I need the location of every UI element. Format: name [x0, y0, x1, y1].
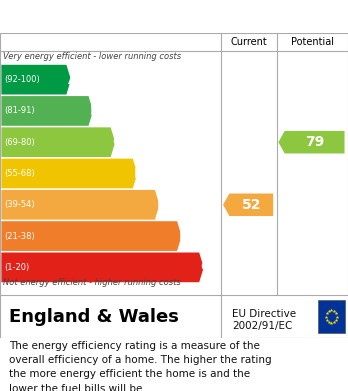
Polygon shape: [1, 159, 137, 188]
Text: The energy efficiency rating is a measure of the
overall efficiency of a home. T: The energy efficiency rating is a measur…: [9, 341, 271, 391]
Polygon shape: [1, 65, 71, 95]
Text: C: C: [112, 135, 122, 149]
Polygon shape: [1, 96, 93, 126]
Polygon shape: [1, 127, 115, 157]
Text: (69-80): (69-80): [4, 138, 35, 147]
Text: (39-54): (39-54): [4, 200, 35, 209]
Text: (55-68): (55-68): [4, 169, 35, 178]
Text: (81-91): (81-91): [4, 106, 35, 115]
Text: 52: 52: [242, 198, 261, 212]
Polygon shape: [1, 253, 204, 282]
Text: D: D: [134, 167, 146, 181]
Text: 2002/91/EC: 2002/91/EC: [232, 321, 292, 331]
Text: (21-38): (21-38): [4, 231, 35, 240]
Text: B: B: [90, 104, 101, 118]
Text: England & Wales: England & Wales: [9, 307, 179, 325]
Text: G: G: [200, 260, 212, 274]
Text: Potential: Potential: [291, 37, 334, 47]
Polygon shape: [278, 131, 345, 154]
Text: Energy Efficiency Rating: Energy Efficiency Rating: [9, 9, 230, 24]
Text: (1-20): (1-20): [4, 263, 30, 272]
Text: (92-100): (92-100): [4, 75, 40, 84]
FancyBboxPatch shape: [318, 300, 345, 333]
Text: E: E: [156, 198, 166, 212]
Text: 79: 79: [305, 135, 324, 149]
Text: Current: Current: [231, 37, 267, 47]
Text: F: F: [179, 229, 188, 243]
Text: A: A: [68, 73, 79, 87]
Text: EU Directive: EU Directive: [232, 309, 296, 319]
Polygon shape: [223, 194, 273, 216]
Polygon shape: [1, 190, 159, 220]
Text: Very energy efficient - lower running costs: Very energy efficient - lower running co…: [3, 52, 181, 61]
Text: Not energy efficient - higher running costs: Not energy efficient - higher running co…: [3, 278, 181, 287]
Polygon shape: [1, 221, 182, 251]
